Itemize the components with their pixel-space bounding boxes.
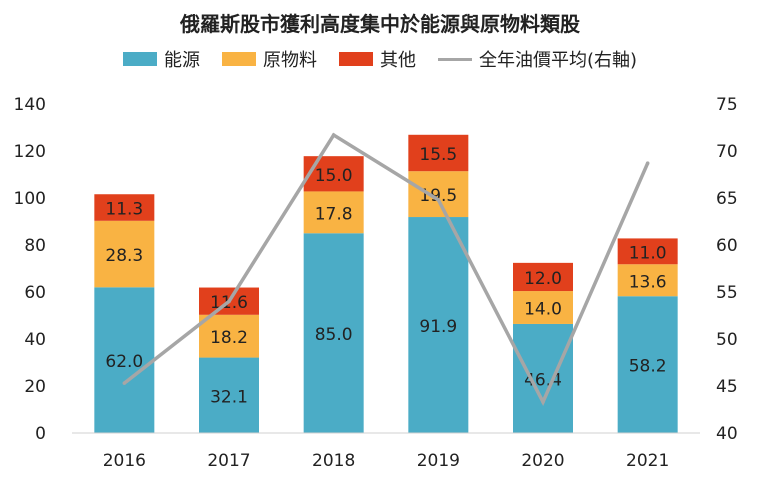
y-right-tick-label: 55 — [716, 283, 738, 303]
bar-other — [94, 194, 155, 221]
y-right-tick-label: 65 — [716, 189, 738, 209]
y-left-tick-label: 60 — [24, 283, 46, 303]
x-tick-label: 2017 — [207, 451, 250, 471]
bar-energy — [94, 287, 155, 433]
bar-value-label: 11.0 — [629, 243, 667, 263]
bar-materials — [513, 291, 573, 324]
bar-energy — [199, 357, 259, 433]
bar-energy — [303, 233, 364, 433]
bar-value-label: 15.0 — [315, 166, 353, 186]
bar-energy — [408, 217, 469, 433]
legend-swatch-other — [338, 52, 373, 66]
legend-label-materials: 原物料 — [262, 50, 317, 71]
bar-materials — [617, 264, 678, 297]
oil-price-point — [227, 299, 231, 304]
legend-swatch-materials — [221, 52, 256, 66]
oil-price-point — [436, 198, 441, 202]
legend-item-energy: 能源 — [122, 46, 200, 72]
bar-energy — [513, 323, 573, 433]
bar-value-label: 58.2 — [629, 357, 667, 377]
y-right-tick-label: 60 — [716, 236, 738, 256]
x-tick-label: 2018 — [312, 451, 355, 471]
y-left-tick-label: 80 — [24, 236, 46, 256]
bar-other — [303, 156, 364, 192]
bar-value-label: 15.5 — [419, 145, 457, 165]
y-right-tick-label: 45 — [716, 377, 738, 397]
bar-value-label: 32.1 — [210, 387, 248, 407]
bar-value-label: 91.9 — [419, 317, 457, 337]
x-tick-label: 2020 — [521, 451, 564, 471]
oil-price-point — [645, 161, 650, 166]
legend: 能源 原物料 其他 全年油價平均(右軸) — [0, 46, 760, 72]
bar-value-label: 28.3 — [105, 246, 143, 266]
y-right-tick-label: 70 — [716, 142, 738, 162]
bar-materials — [199, 314, 259, 358]
y-left-tick-label: 140 — [14, 95, 46, 115]
bar-value-label: 17.8 — [315, 204, 353, 224]
oil-price-point — [541, 400, 545, 404]
y-right-tick-label: 75 — [716, 95, 738, 115]
y-right-tick-label: 50 — [716, 330, 738, 350]
x-tick-label: 2016 — [103, 451, 146, 471]
legend-item-oil-price: 全年油價平均(右軸) — [437, 46, 638, 72]
legend-swatch-oil-price — [437, 57, 472, 61]
y-left-tick-label: 120 — [14, 142, 46, 162]
legend-label-other: 其他 — [379, 50, 416, 71]
legend-label-energy: 能源 — [163, 50, 200, 71]
bar-other — [408, 134, 469, 172]
oil-price-point — [331, 133, 336, 137]
legend-swatch-energy — [122, 52, 157, 66]
bar-value-label: 13.6 — [629, 272, 667, 292]
bar-other — [513, 262, 573, 292]
bar-value-label: 85.0 — [315, 325, 353, 345]
bar-energy — [617, 296, 678, 433]
y-left-tick-label: 0 — [35, 424, 46, 444]
bar-other — [617, 238, 678, 265]
x-tick-label: 2021 — [626, 451, 669, 471]
bar-value-label: 11.3 — [105, 200, 143, 220]
bar-materials — [303, 191, 364, 234]
x-tick-label: 2019 — [417, 451, 460, 471]
bar-value-label: 14.0 — [524, 300, 562, 320]
legend-label-oil-price: 全年油價平均(右軸) — [478, 50, 638, 71]
oil-price-line — [123, 132, 650, 407]
y-left-tick-label: 40 — [24, 330, 46, 350]
legend-item-other: 其他 — [338, 46, 416, 72]
bar-materials — [408, 171, 469, 218]
oil-price-point — [122, 381, 127, 385]
bar-value-label: 12.0 — [524, 269, 562, 289]
bar-materials — [94, 220, 155, 288]
bar-value-label: 19.5 — [419, 186, 457, 206]
legend-item-materials: 原物料 — [221, 46, 317, 72]
bar-value-label: 62.0 — [105, 352, 143, 372]
bar-value-label: 18.2 — [210, 328, 248, 348]
chart-title: 俄羅斯股市獲利高度集中於能源與原物料類股 — [180, 12, 580, 36]
y-left-tick-label: 20 — [24, 377, 46, 397]
y-right-tick-label: 40 — [716, 424, 738, 444]
y-left-tick-label: 100 — [14, 189, 46, 209]
